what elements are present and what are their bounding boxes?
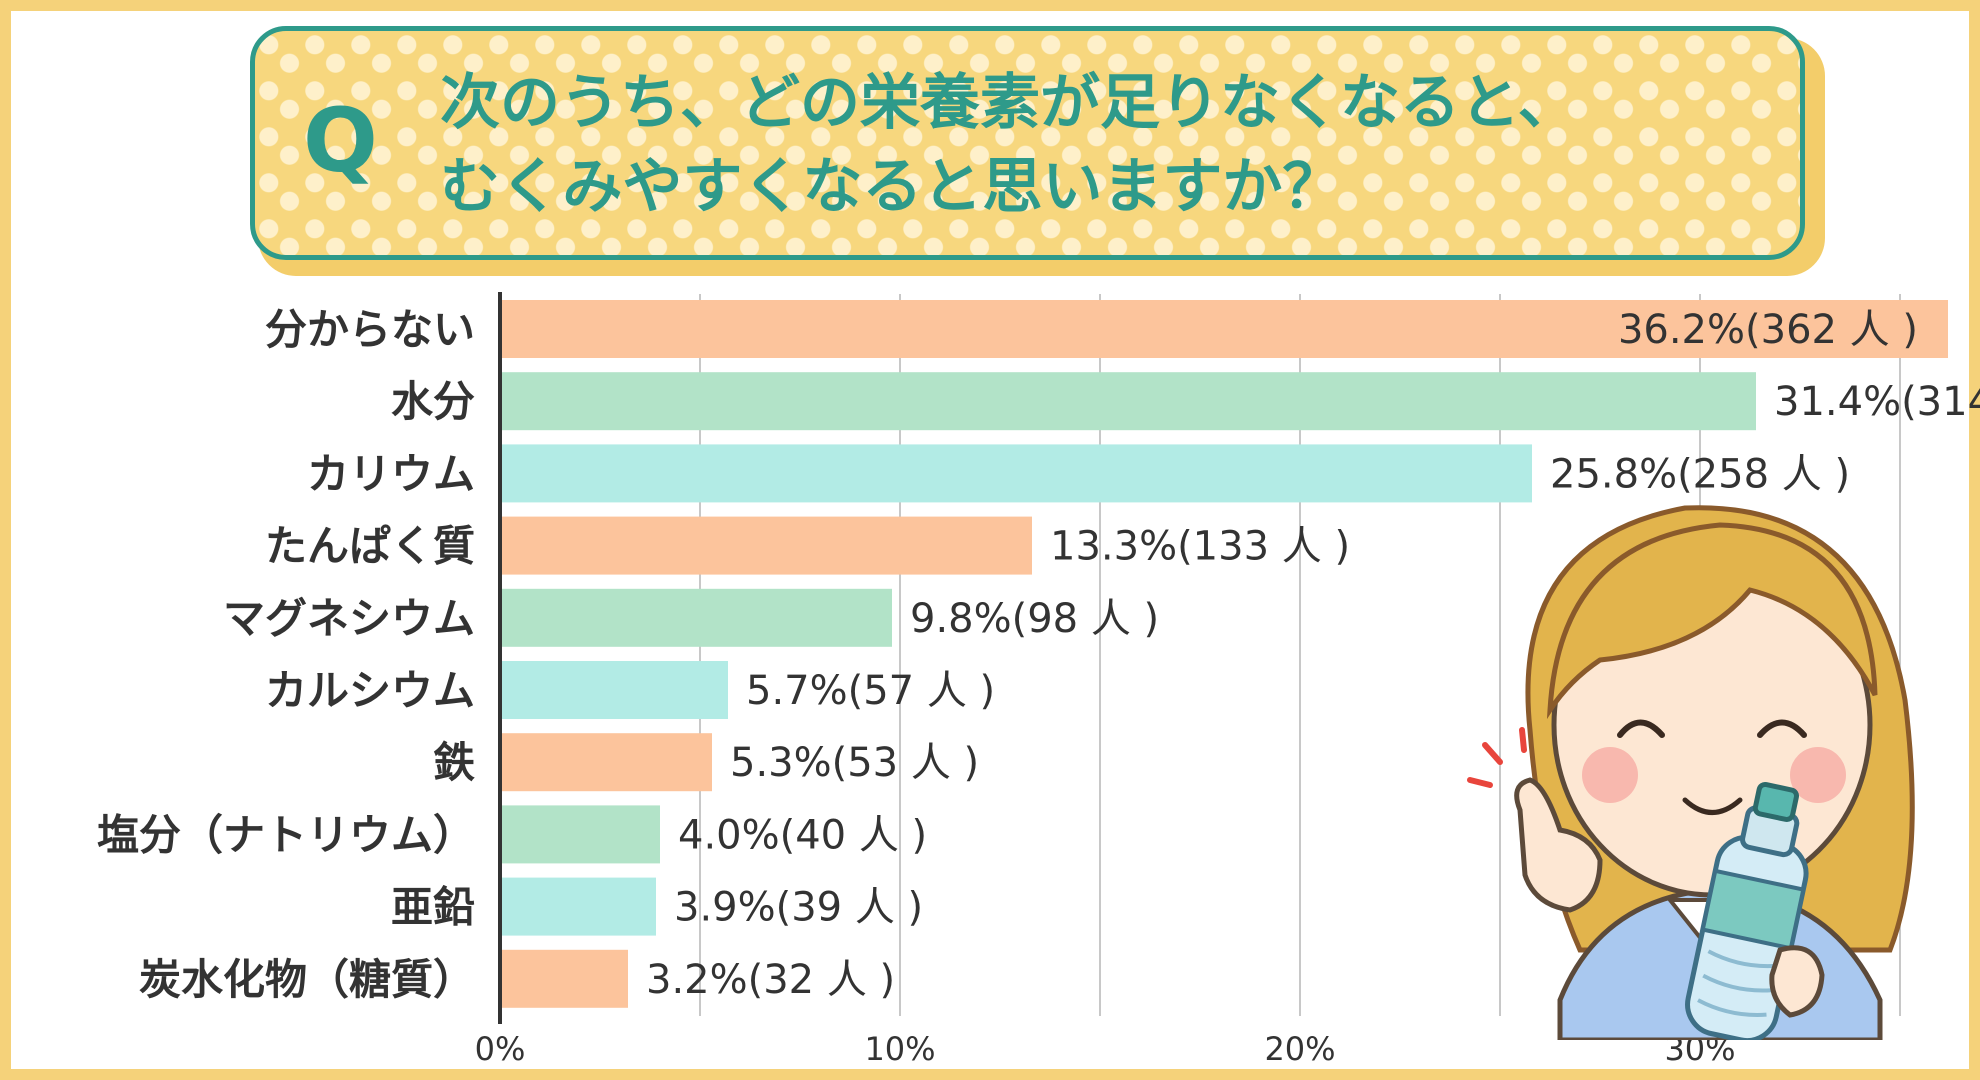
category-label: 鉄	[433, 738, 475, 787]
question-line-1: 次のうち、どの栄養素が足りなくなると、	[440, 68, 1578, 138]
bar	[500, 372, 1756, 431]
value-label: 5.3%(53 人 )	[730, 740, 979, 786]
category-label: 水分	[391, 377, 475, 426]
bar	[500, 444, 1532, 503]
value-label: 36.2%(362 人 )	[1618, 307, 1918, 353]
category-label: 亜鉛	[391, 883, 475, 932]
bar	[500, 877, 656, 936]
value-label: 3.9%(39 人 )	[674, 885, 923, 931]
category-label: マグネシウム	[223, 594, 475, 643]
category-label: 炭水化物（糖質）	[139, 955, 475, 1004]
x-tick-labels: 0% 10% 20% 30%	[475, 1030, 1736, 1068]
question-mark-q: Q	[303, 89, 378, 192]
question-line-2: むくみやすくなると思いますか？	[440, 152, 1343, 222]
question-text: 次のうち、どの栄養素が足りなくなると、 むくみやすくなると思いますか？	[440, 61, 1770, 229]
bar	[500, 949, 628, 1008]
value-label: 25.8%(258 人 )	[1550, 451, 1850, 497]
question-banner: Q 次のうち、どの栄養素が足りなくなると、 むくみやすくなると思いますか？	[250, 26, 1805, 260]
value-label: 3.2%(32 人 )	[646, 957, 895, 1003]
category-label: カルシウム	[265, 666, 475, 715]
value-label: 13.3%(133 人 )	[1050, 524, 1350, 570]
category-label: カリウム	[307, 449, 475, 498]
value-label: 9.8%(98 人 )	[910, 596, 1159, 642]
x-tick-label: 20%	[1264, 1030, 1335, 1068]
x-tick-label: 0%	[475, 1030, 526, 1068]
woman-with-water-bottle-illustration	[1467, 505, 1915, 1040]
category-label: 塩分（ナトリウム）	[97, 810, 475, 859]
value-label: 31.4%(314 人 )	[1774, 379, 1980, 425]
category-label: たんぱく質	[265, 522, 475, 571]
category-label: 分からない	[265, 305, 475, 354]
bar	[500, 661, 728, 719]
bar	[500, 805, 660, 864]
bar	[500, 733, 712, 792]
value-label: 5.7%(57 人 )	[746, 668, 995, 714]
bar	[500, 300, 1948, 358]
value-label: 4.0%(40 人 )	[678, 812, 927, 858]
x-tick-label: 10%	[864, 1030, 935, 1068]
bars: 36.2%(362 人 ) 31.4%(314 人 ) 25.8%(258 人 ) 1…	[500, 300, 1980, 1008]
bar	[500, 588, 892, 647]
bar	[500, 516, 1032, 575]
